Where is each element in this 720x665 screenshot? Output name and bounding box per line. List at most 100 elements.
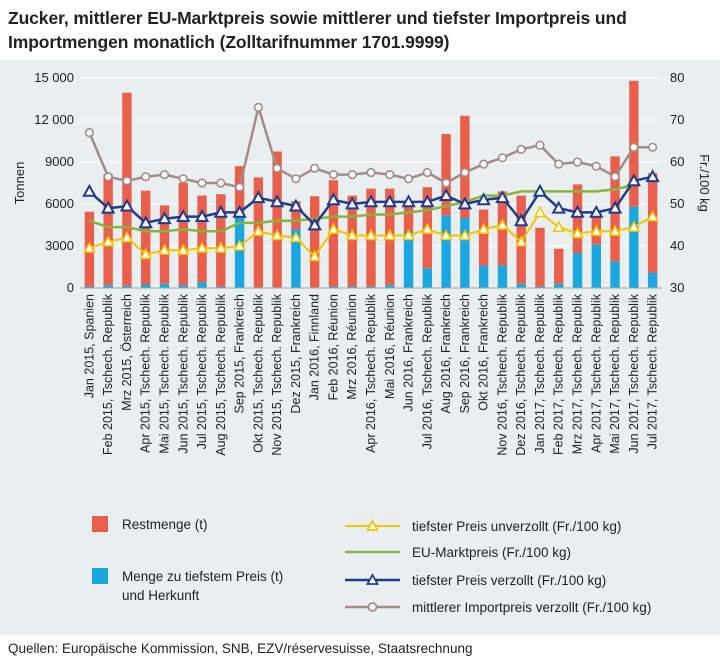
x-tick-label: Jul 2016, Tschech. Republik	[420, 293, 434, 449]
bar-restmenge	[572, 184, 583, 253]
point-line-mittlerer-import	[591, 161, 601, 171]
point-line-mittlerer-import	[197, 178, 207, 188]
bar-restmenge	[216, 194, 226, 287]
bar-restmenge	[460, 115, 470, 218]
bar-menge-tiefst	[460, 218, 470, 288]
line-layer	[82, 102, 660, 262]
x-tick-label: Nov 2015, Tschech. Republik	[270, 293, 284, 455]
point-line-mittlerer-import	[310, 163, 320, 173]
x-tick-label: Jan 2017, Tschech. Republik	[533, 293, 547, 453]
point-line-tiefster-unverzollt	[176, 243, 190, 255]
axis-layer: 0 3000 6000 9000 12 000 15 000 30 40 50 60 70 80 Ton…	[12, 70, 712, 295]
x-tick-label: Mai 2016, Réunion	[383, 294, 397, 399]
point-line-tiefster-unverzollt	[533, 205, 547, 218]
point-line-tiefster-unverzollt	[345, 228, 359, 241]
bar-menge-tiefst	[347, 286, 357, 288]
point-line-mittlerer-import	[366, 167, 376, 178]
bar-menge-tiefst	[554, 283, 564, 288]
point-line-mittlerer-import	[479, 159, 489, 169]
point-line-tiefster-verzollt	[401, 194, 416, 208]
bar-restmenge	[103, 174, 113, 286]
bar-restmenge	[234, 166, 245, 218]
right-tick-label: 70	[670, 112, 684, 127]
x-tick-label: Okt 2015, Tschech. Republik	[251, 293, 265, 453]
point-line-tiefster-unverzollt	[420, 222, 434, 234]
bar-menge-tiefst	[328, 286, 339, 288]
point-line-mittlerer-import	[328, 169, 339, 180]
point-line-mittlerer-import	[216, 178, 226, 188]
point-line-mittlerer-import	[554, 159, 564, 169]
legend-menge-tiefst-label: und Herkunft	[122, 588, 200, 603]
point-line-tiefster-verzollt	[157, 211, 172, 225]
point-line-tiefster-verzollt	[326, 192, 341, 206]
bar-menge-tiefst	[122, 285, 132, 288]
point-line-tiefster-verzollt	[457, 196, 473, 210]
legend-mittlerer-label: mittlerer Importpreis verzollt (Fr./100 …	[412, 600, 651, 615]
point-line-tiefster-unverzollt	[83, 241, 96, 253]
bar-menge-tiefst	[647, 272, 658, 288]
legend-verzollt-label: tiefster Preis verzollt (Fr./100 kg)	[412, 573, 606, 588]
point-line-tiefster-unverzollt	[214, 241, 228, 253]
left-tick-label: 3000	[45, 238, 74, 253]
x-tick-label: Dez 2016, Tschech. Republik	[514, 293, 528, 455]
x-tick-label: Nov 2016, Tschech. Republik	[495, 293, 509, 455]
right-tick-label: 40	[670, 238, 684, 253]
point-line-tiefster-unverzollt	[139, 247, 153, 260]
right-tick-label: 60	[670, 154, 684, 169]
point-line-tiefster-verzollt	[138, 215, 153, 229]
point-line-tiefster-unverzollt	[402, 228, 415, 241]
legend-restmenge-swatch	[92, 516, 108, 532]
source-note: Quellen: Europäische Kommission, SNB, EZ…	[8, 641, 473, 656]
point-line-tiefster-verzollt	[382, 194, 397, 208]
point-line-tiefster-verzollt	[82, 183, 97, 197]
bar-menge-tiefst	[159, 283, 170, 288]
point-line-mittlerer-import	[610, 172, 620, 182]
bar-menge-tiefst	[197, 282, 207, 288]
left-tick-label: 15 000	[34, 70, 74, 85]
legend-unverzollt-marker	[365, 519, 380, 531]
bar-menge-tiefst	[403, 232, 414, 288]
point-line-mittlerer-import	[159, 169, 170, 180]
point-line-mittlerer-import	[648, 142, 658, 152]
legend-mittlerer-marker	[367, 602, 378, 612]
bar-menge-tiefst	[141, 284, 151, 288]
x-tick-label: Jun 2015, Tschech. Republik	[176, 293, 190, 453]
x-tick-label: Okt 2016, Frankreich	[477, 294, 491, 411]
legend-eu-marktpreis-label: EU-Marktpreis (Fr./100 kg)	[412, 545, 571, 560]
x-tick-label: Apr 2017, Tschech. Republik	[589, 293, 603, 453]
x-tick-label: Feb 2016, Réunion	[327, 294, 341, 400]
point-line-tiefster-unverzollt	[101, 235, 115, 247]
bar-restmenge	[291, 201, 301, 230]
bar-restmenge	[647, 173, 658, 273]
left-tick-label: 9000	[45, 154, 74, 169]
legend-unverzollt-label: tiefster Preis unverzollt (Fr./100 kg)	[412, 519, 621, 534]
point-line-mittlerer-import	[535, 140, 545, 150]
legend-menge-tiefst-label: Menge zu tiefstem Preis (t)	[122, 569, 283, 584]
point-line-tiefster-unverzollt	[589, 224, 603, 237]
left-tick-label: 12 000	[34, 112, 74, 127]
x-tick-label: Mai 2017, Tschech. Republik	[608, 293, 622, 453]
point-line-mittlerer-import	[422, 167, 432, 178]
point-line-mittlerer-import	[516, 144, 526, 154]
point-line-tiefster-unverzollt	[552, 220, 566, 232]
point-line-mittlerer-import	[629, 142, 639, 152]
bar-restmenge	[141, 190, 151, 285]
point-line-tiefster-verzollt	[194, 209, 210, 222]
x-tick-label: Feb 2015, Tschech. Republik	[101, 293, 115, 455]
x-tick-label: Aug 2015, Tschech. Republik	[214, 293, 228, 455]
left-tick-label: 0	[67, 280, 74, 295]
x-tick-label: Feb 2017, Tschech. Republik	[552, 293, 566, 455]
x-tick-label: Aug 2016, Frankreich	[439, 294, 453, 414]
bar-menge-tiefst	[385, 285, 395, 288]
point-line-tiefster-unverzollt	[477, 222, 491, 234]
bar-menge-tiefst	[572, 253, 583, 288]
bar-menge-tiefst	[103, 285, 113, 288]
bar-restmenge	[535, 227, 545, 287]
x-tick-labels: Jan 2015, Spanien Feb 2015, Tschech. Repu…	[82, 293, 659, 455]
bar-menge-tiefst	[478, 265, 489, 288]
point-line-tiefster-verzollt	[232, 204, 247, 218]
point-line-mittlerer-import	[272, 163, 282, 173]
bar-menge-tiefst	[629, 206, 639, 288]
x-tick-label: Mai 2015, Tschech. Republik	[158, 293, 172, 453]
point-line-tiefster-unverzollt	[496, 218, 509, 230]
